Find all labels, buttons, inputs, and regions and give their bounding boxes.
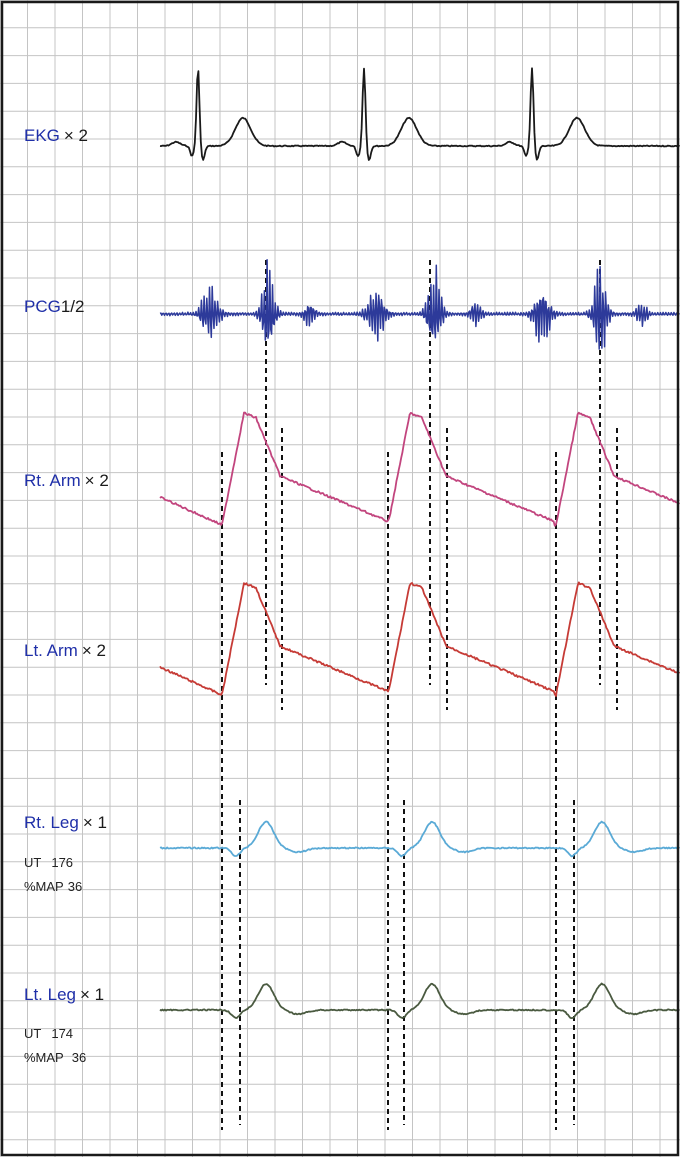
ekg-name: EKG	[24, 126, 60, 145]
rt-arm-gain: × 2	[85, 471, 109, 490]
trace-pcg	[159, 259, 680, 350]
lt-leg-map: %MAP 36	[24, 1050, 86, 1065]
lt-leg-ut-value: 174	[51, 1026, 73, 1041]
trace-rt-arm	[159, 411, 680, 527]
rt-leg-ut: UT 176	[24, 855, 73, 870]
label-ekg: EKG × 2	[24, 126, 88, 145]
lt-arm-name: Lt. Arm	[24, 641, 78, 660]
timing-markers	[221, 260, 618, 1130]
rt-leg-ut-label: UT	[24, 855, 41, 870]
pcg-name: PCG	[24, 297, 61, 316]
label-pcg: PCG1/2	[24, 297, 84, 316]
lt-leg-ut: UT 174	[24, 1026, 73, 1041]
trace-ekg	[159, 67, 680, 161]
lt-leg-map-label: %MAP	[24, 1050, 64, 1065]
trace-rt-leg	[159, 820, 680, 858]
rt-leg-map: %MAP 36	[24, 879, 82, 894]
rt-leg-map-label: %MAP	[24, 879, 64, 894]
label-rt-arm: Rt. Arm × 2	[24, 471, 109, 490]
trace-lt-arm	[159, 581, 680, 697]
ekg-gain: × 2	[64, 126, 88, 145]
traces	[159, 67, 680, 1019]
label-lt-leg: Lt. Leg × 1	[24, 985, 104, 1004]
lt-arm-gain: × 2	[82, 641, 106, 660]
lt-leg-map-value: 36	[72, 1050, 86, 1065]
rt-leg-gain: × 1	[83, 813, 107, 832]
rt-leg-name: Rt. Leg	[24, 813, 79, 832]
lt-leg-ut-label: UT	[24, 1026, 41, 1041]
rt-leg-ut-value: 176	[51, 855, 73, 870]
rt-leg-map-value: 36	[68, 879, 82, 894]
label-lt-arm: Lt. Arm × 2	[24, 641, 106, 660]
rt-arm-name: Rt. Arm	[24, 471, 81, 490]
label-rt-leg: Rt. Leg × 1	[24, 813, 107, 832]
lt-leg-name: Lt. Leg	[24, 985, 76, 1004]
pcg-gain: 1/2	[61, 297, 85, 316]
trace-lt-leg	[159, 982, 680, 1019]
lt-leg-gain: × 1	[80, 985, 104, 1004]
